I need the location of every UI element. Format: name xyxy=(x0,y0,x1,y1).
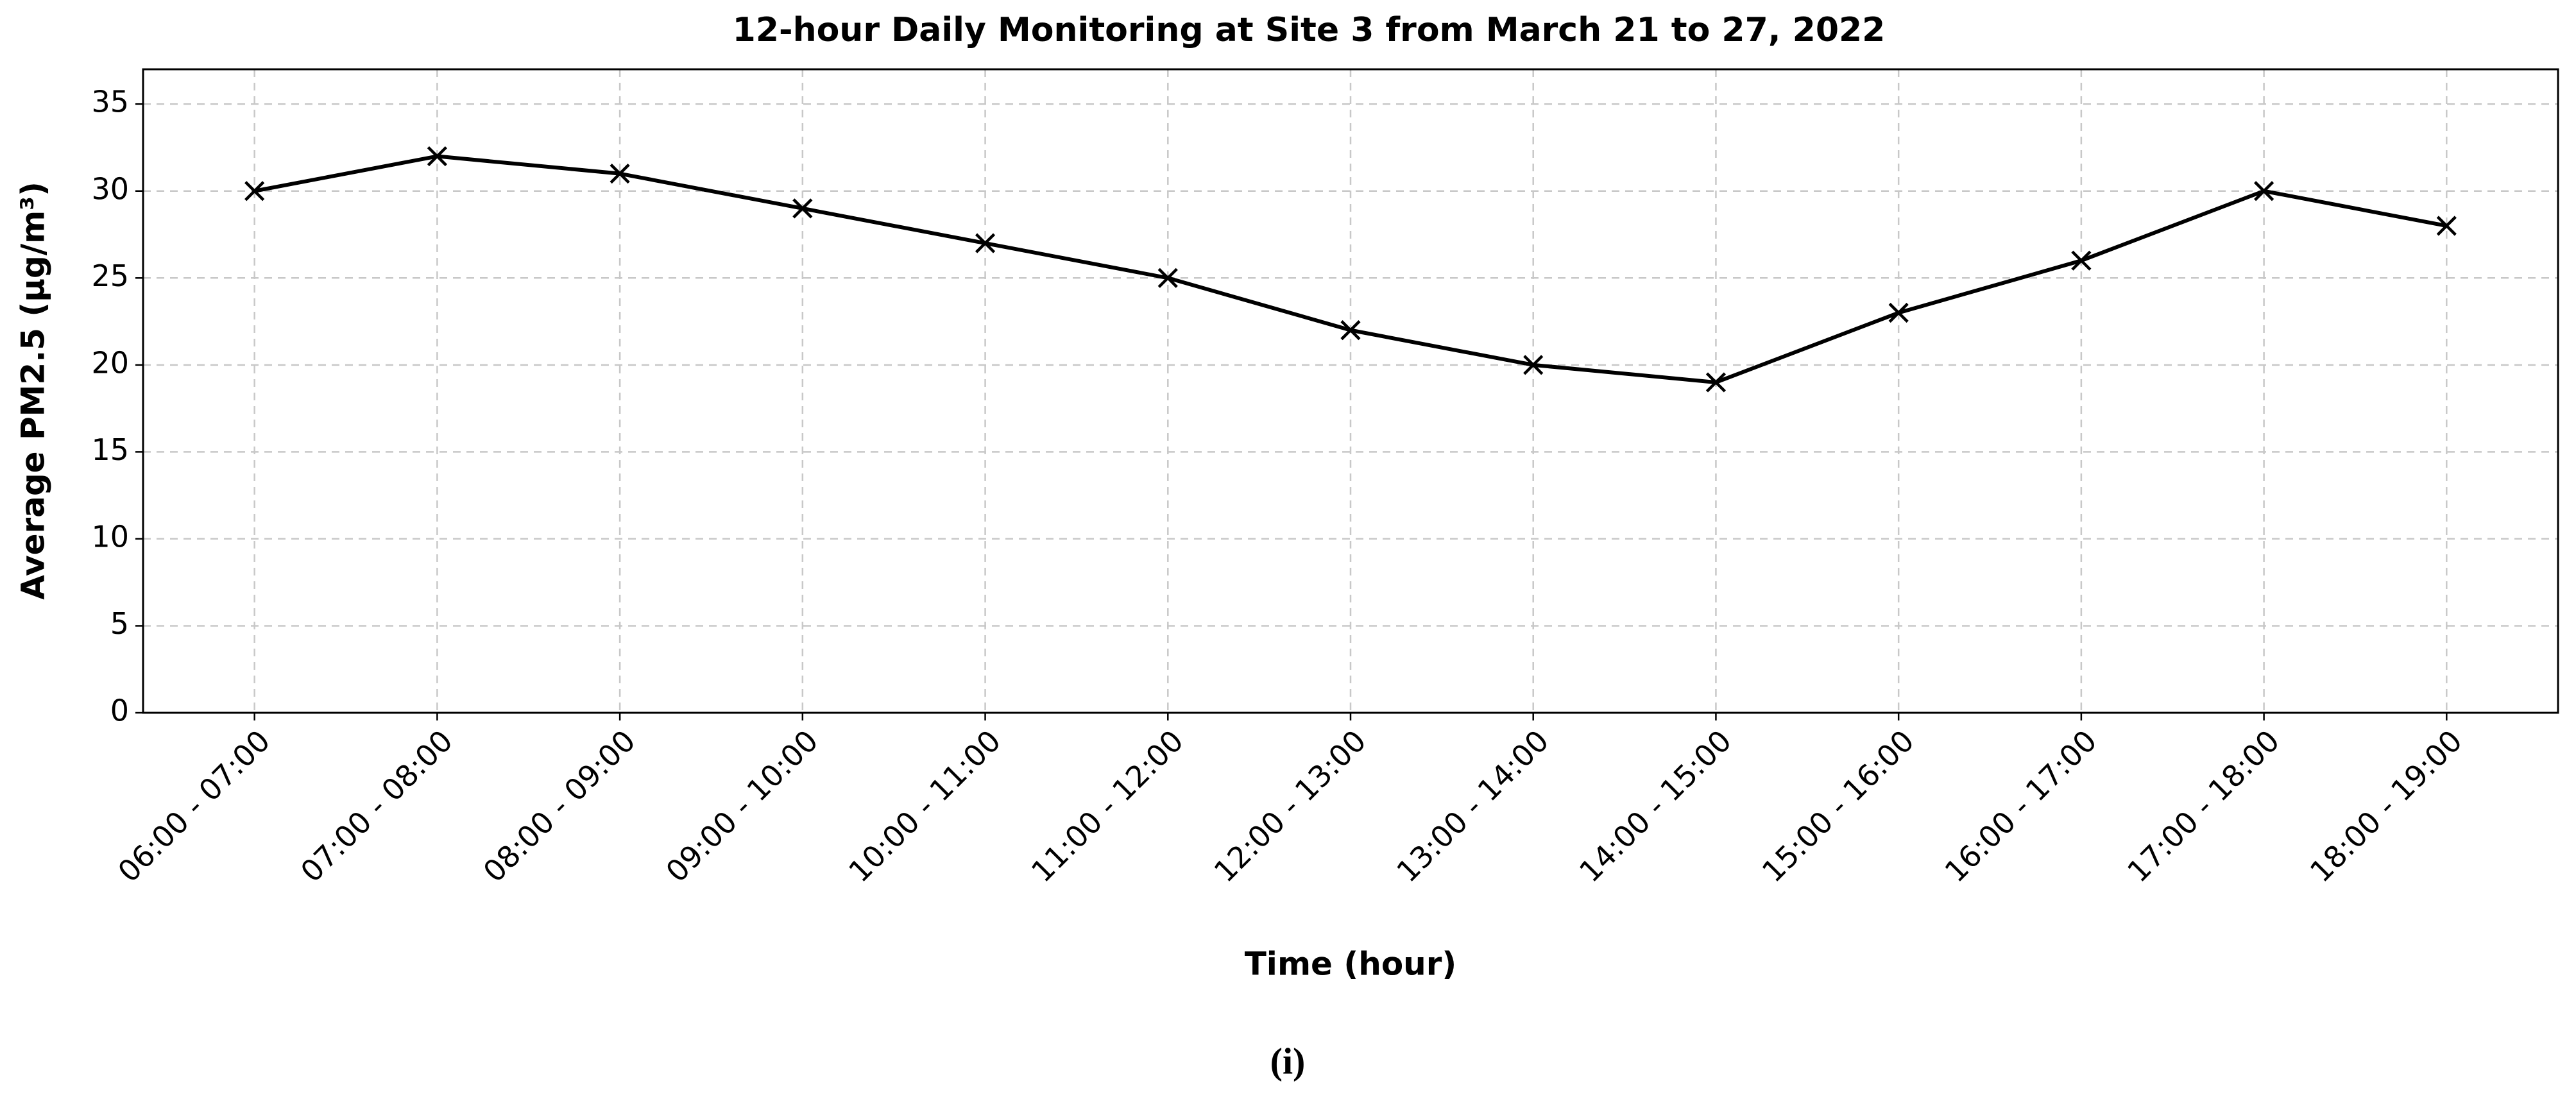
x-tick-label: 14:00 - 15:00 xyxy=(1573,723,1738,889)
data-line xyxy=(254,154,2447,384)
chart-title: 12-hour Daily Monitoring at Site 3 from … xyxy=(733,11,1886,49)
plot-frame xyxy=(142,68,2559,714)
x-tick-label: 18:00 - 19:00 xyxy=(2303,723,2469,889)
x-tick-label: 12:00 - 13:00 xyxy=(1207,723,1373,889)
data-marker xyxy=(792,198,813,219)
y-tick-label: 0 xyxy=(110,694,129,728)
data-marker xyxy=(1523,355,1544,375)
data-marker xyxy=(610,164,630,184)
y-tick-label: 5 xyxy=(110,606,129,641)
x-tick-label: 07:00 - 08:00 xyxy=(294,723,459,889)
data-marker xyxy=(975,233,996,253)
caption: (i) xyxy=(1270,1040,1306,1082)
x-tick-label: 08:00 - 09:00 xyxy=(477,723,642,889)
data-marker xyxy=(1157,268,1178,288)
x-tick-label: 06:00 - 07:00 xyxy=(111,723,277,889)
x-tick-label: 11:00 - 12:00 xyxy=(1025,723,1190,889)
data-marker xyxy=(244,181,265,201)
y-tick-label: 25 xyxy=(91,259,129,293)
data-marker xyxy=(1340,320,1361,341)
y-tick-label: 35 xyxy=(91,85,129,119)
y-tick-label: 20 xyxy=(91,345,129,380)
data-marker xyxy=(2071,250,2092,271)
x-axis-label: Time (hour) xyxy=(1245,946,1457,983)
data-marker xyxy=(1705,372,1727,393)
x-tick-label: 13:00 - 14:00 xyxy=(1390,723,1555,889)
y-tick-label: 30 xyxy=(91,171,129,206)
data-marker xyxy=(2254,181,2274,201)
y-axis-label: Average PM2.5 (µg/m³) xyxy=(15,182,52,600)
x-tick-label: 15:00 - 16:00 xyxy=(1755,723,1921,889)
data-marker xyxy=(1888,302,1909,323)
x-tick-label: 16:00 - 17:00 xyxy=(1938,723,2103,889)
x-tick-label: 09:00 - 10:00 xyxy=(659,723,824,889)
y-tick-label: 10 xyxy=(91,519,129,554)
x-tick-label: 10:00 - 11:00 xyxy=(842,723,1007,889)
data-marker xyxy=(2436,216,2457,236)
x-tick-label: 17:00 - 18:00 xyxy=(2120,723,2286,889)
data-marker xyxy=(427,146,447,167)
y-tick-label: 15 xyxy=(91,432,129,467)
